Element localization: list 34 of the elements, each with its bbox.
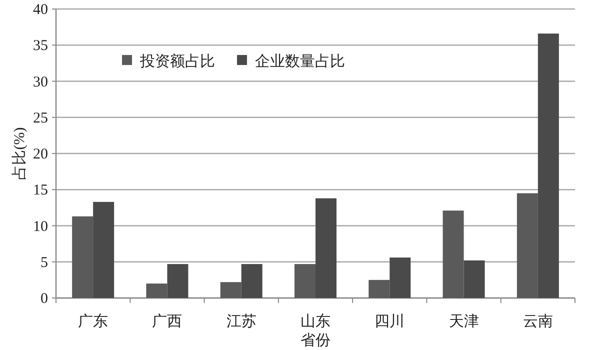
bar [93,202,114,298]
bar [294,264,316,298]
x-tick-label: 四川 [374,313,405,330]
bar [390,258,411,298]
bar [316,198,336,298]
bar [167,264,188,298]
bar [146,284,168,298]
x-tick-label: 天津 [448,313,479,330]
y-tick-label: 35 [33,38,48,54]
bar [538,34,559,298]
y-tick-label: 15 [33,182,48,199]
y-axis-title: 占比(%) [11,127,28,180]
legend-label: 投资额占比 [139,53,215,70]
bar [241,264,262,298]
x-tick-label: 广西 [152,313,182,330]
y-tick-label: 40 [33,2,48,18]
bar [516,193,538,298]
y-tick-label: 30 [33,74,48,90]
y-tick-label: 0 [40,291,48,307]
x-tick-label: 山东 [300,313,330,330]
bar [72,216,94,298]
bar [220,282,242,298]
x-axis-title: 省份 [300,332,330,349]
y-tick-label: 25 [33,110,48,126]
x-tick-label: 云南 [522,313,553,330]
bar [464,260,485,298]
bar [442,210,464,298]
y-tick-label: 5 [40,254,48,271]
y-tick-label: 20 [33,146,48,162]
legend-label: 企业数量占比 [255,53,345,70]
bar [368,280,390,298]
x-tick-label: 广东 [78,313,108,330]
x-tick-label: 江苏 [226,313,256,330]
y-tick-label: 10 [33,218,48,235]
